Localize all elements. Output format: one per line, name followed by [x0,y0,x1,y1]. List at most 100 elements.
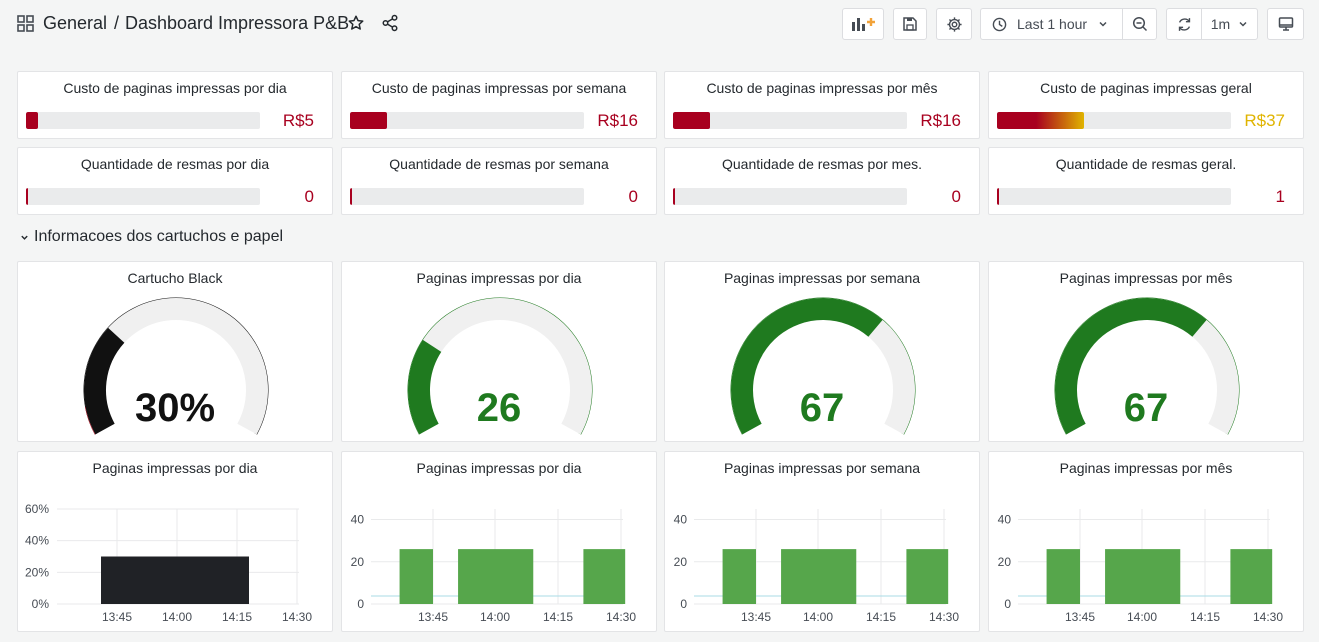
chart-panel[interactable]: Paginas impressas por dia 0% 20% 40% 60% 13:4… [17,451,333,632]
panel-title: Quantidade de resmas por semana [389,156,609,172]
bar-gauge-fill [26,188,28,205]
panel-title: Quantidade de resmas por mes. [722,156,922,172]
panel-title: Paginas impressas por semana [723,270,921,286]
bar-gauge-panel[interactable]: Quantidade de resmas geral. 1 [988,147,1304,215]
x-tick-label: 14:15 [1190,610,1220,624]
panel-title: Custo de paginas impressas por semana [371,80,627,96]
time-series-chart: 0 20 40 13:45 14:00 14:15 14:30 [998,509,1283,624]
panel-title: Paginas impressas por semana [723,460,921,476]
breadcrumb-folder[interactable]: General [43,13,108,33]
x-tick-label: 14:30 [929,610,959,624]
bar-gauge-track [350,112,584,129]
gauge-value-arc [84,327,125,435]
panel-title: Paginas impressas por dia [92,460,258,476]
chart-bar [722,549,756,604]
panel-title: Cartucho Black [127,270,223,286]
bar-gauge-panel[interactable]: Custo de paginas impressas por mês R$16 [664,71,980,139]
page-title[interactable]: Dashboard Impressora P&B [125,13,350,33]
gauge-value-arc [731,298,883,435]
y-tick-label: 40 [351,513,365,527]
bar-gauge-fill [997,188,999,205]
share-icon[interactable] [381,14,399,32]
chart-panel[interactable]: Paginas impressas por semana 0 20 40 13:45 14… [664,451,980,632]
gauge-value: 26 [476,386,522,430]
save-icon [903,17,917,31]
y-tick-label: 0 [357,597,364,611]
tv-mode-button[interactable] [1267,8,1304,40]
bar-gauge-value: 0 [951,187,961,206]
bar-gauge-track [26,112,260,129]
chart-bar [458,549,534,604]
chevron-down-icon [21,235,28,240]
bar-gauge-panel[interactable]: Custo de paginas impressas geral R$37 [988,71,1304,139]
bar-gauge-value: 0 [304,187,314,206]
x-tick-label: 13:45 [1065,610,1095,624]
chart-panel[interactable]: Paginas impressas por mês 0 20 40 13:45 14:00… [988,451,1304,632]
gauge-panel[interactable]: Cartucho Black 30% [17,261,333,442]
refresh-interval-picker[interactable]: 1m [1201,8,1258,40]
top-navbar: General / Dashboard Impressora P&B [0,0,1319,48]
x-tick-label: 14:00 [162,610,192,624]
x-tick-label: 14:15 [222,610,252,624]
panel-title: Custo de paginas impressas por dia [63,80,287,96]
y-tick-label: 20 [998,555,1012,569]
y-tick-label: 40% [25,534,49,548]
x-tick-label: 14:30 [606,610,636,624]
chart-bar [1046,549,1080,604]
star-icon[interactable] [347,14,365,32]
gauge-value: 67 [1123,386,1169,430]
bar-gauge-track [997,188,1231,205]
bar-gauge-panel[interactable]: Custo de paginas impressas por semana R$1… [341,71,657,139]
gauge-panel[interactable]: Paginas impressas por mês 67 [988,261,1304,442]
refresh-button[interactable] [1166,8,1201,40]
x-tick-label: 14:15 [543,610,573,624]
bar-gauge-value: R$37 [1244,111,1285,130]
add-panel-button[interactable] [842,8,884,40]
bar-gauge-track [350,188,584,205]
breadcrumb-separator: / [114,13,120,33]
time-series-chart: 0 20 40 13:45 14:00 14:15 14:30 [351,509,636,624]
bar-gauge-panel[interactable]: Quantidade de resmas por dia 0 [17,147,333,215]
bar-gauge-panel[interactable]: Quantidade de resmas por mes. 0 [664,147,980,215]
x-tick-label: 14:00 [480,610,510,624]
panel-title: Paginas impressas por dia [416,270,582,286]
x-tick-label: 13:45 [418,610,448,624]
chart-panel[interactable]: Paginas impressas por dia 0 20 40 13:45 14:00… [341,451,657,632]
apps-grid-icon[interactable] [17,15,34,32]
x-tick-label: 14:15 [866,610,896,624]
x-tick-label: 14:00 [803,610,833,624]
x-tick-label: 14:30 [282,610,312,624]
row-header-cartuchos[interactable]: Informacoes dos cartuchos e papel [20,228,283,246]
save-dashboard-button[interactable] [893,8,927,40]
x-tick-label: 13:45 [102,610,132,624]
row-title-label: Informacoes dos cartuchos e papel [34,228,284,245]
gauge-value: 67 [799,386,845,430]
gauge-panel[interactable]: Paginas impressas por dia 26 [341,261,657,442]
chart-bar [583,549,626,604]
bar-gauge-fill [350,188,352,205]
gauge-arc [1054,297,1240,435]
gear-icon [946,16,962,32]
time-range-picker[interactable]: Last 1 hour [980,8,1122,40]
bar-gauge-panel[interactable]: Custo de paginas impressas por dia R$5 [17,71,333,139]
y-tick-label: 20 [351,555,365,569]
gauge-panel[interactable]: Paginas impressas por semana 67 [664,261,980,442]
y-tick-label: 40 [998,513,1012,527]
bar-gauge-fill [26,112,38,129]
panel-title: Quantidade de resmas por dia [80,156,270,172]
y-tick-label: 40 [674,513,688,527]
zoom-out-button[interactable] [1122,8,1157,40]
x-tick-label: 14:00 [1127,610,1157,624]
zoom-out-icon [1132,16,1147,32]
time-range-label: Last 1 hour [1017,16,1088,32]
chart-bar [781,549,857,604]
panel-title: Custo de paginas impressas geral [1040,80,1252,96]
bar-gauge-panel[interactable]: Quantidade de resmas por semana 0 [341,147,657,215]
bar-gauge-value: R$16 [920,111,961,130]
chart-bar [399,549,433,604]
bar-gauge-fill [673,112,711,129]
chevron-down-icon [1239,21,1247,27]
y-tick-label: 0 [1004,597,1011,611]
panel-title: Paginas impressas por mês [1059,460,1233,476]
settings-button[interactable] [936,8,972,40]
